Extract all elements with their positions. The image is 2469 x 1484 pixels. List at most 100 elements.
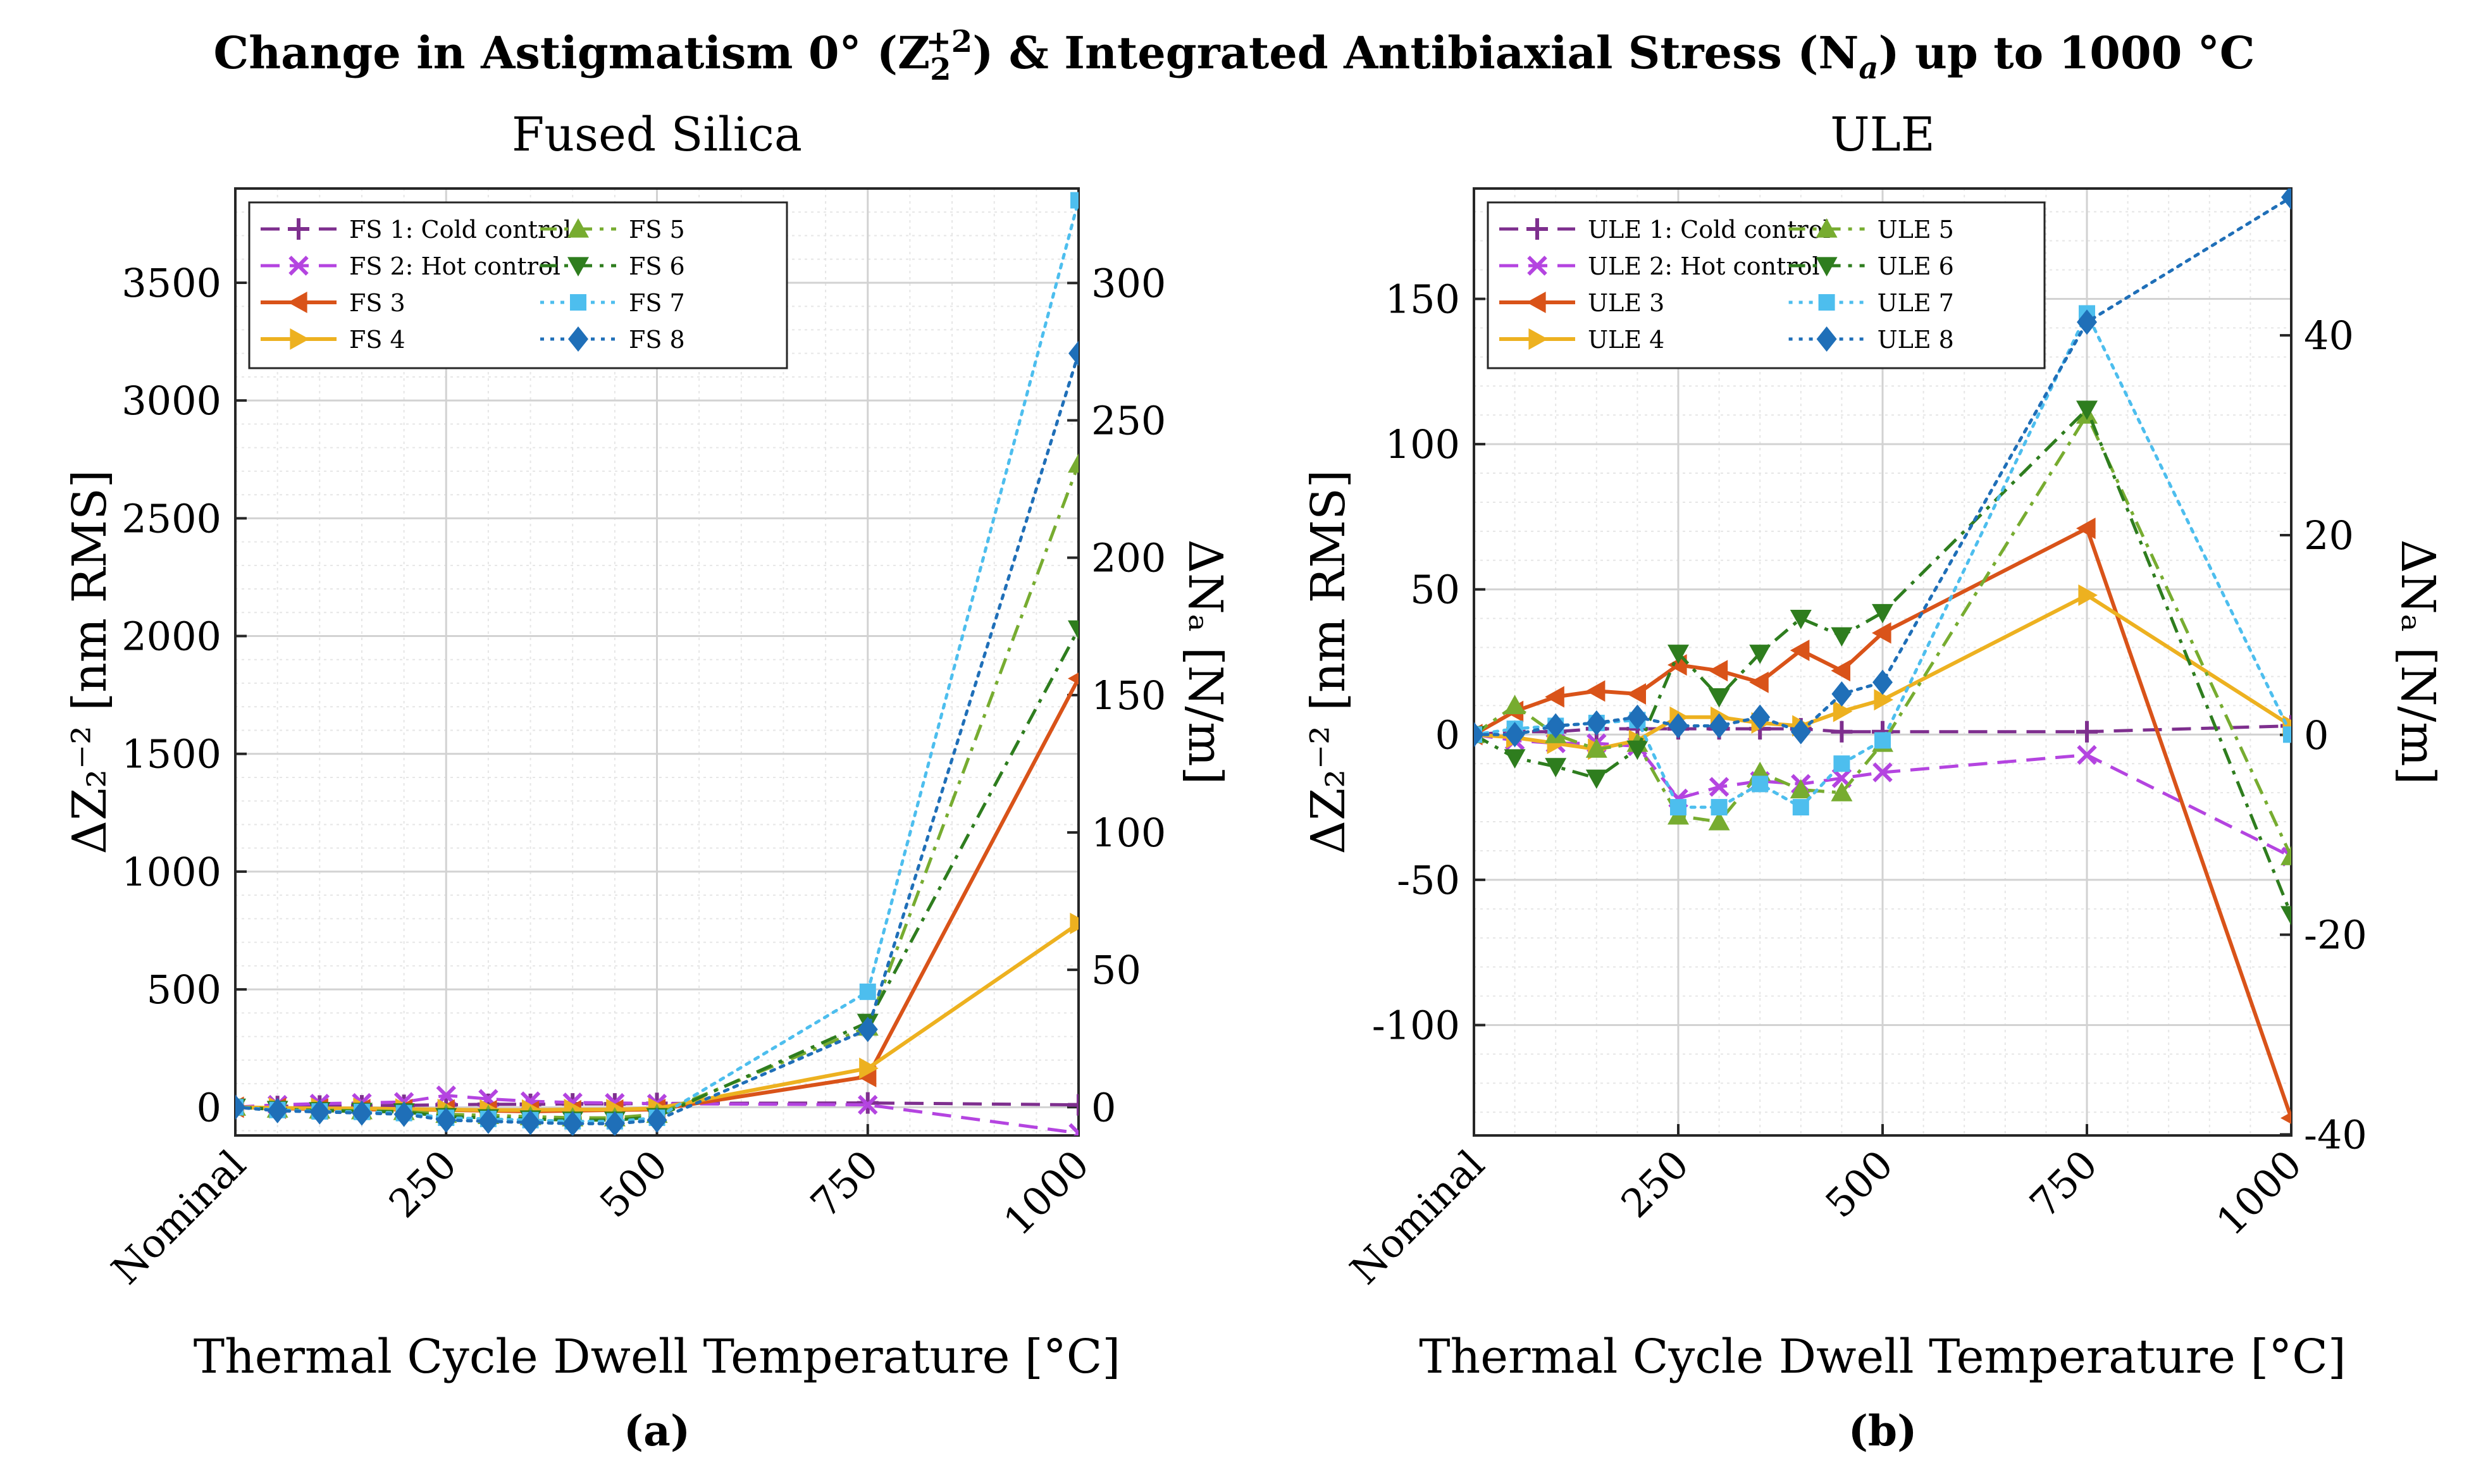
p2-series-ule-6-point [1749,645,1771,664]
p2-ytick-left-label: 100 [1385,421,1460,467]
p2-series-ule-6-point [1831,627,1853,647]
p1-series-fs-3-point [1068,672,1079,685]
p2-legend-entry: ULE 8 [1878,326,1954,354]
p2-series-ule-6-point [2076,400,2098,420]
p2-ytick-right-label: 0 [2304,712,2329,758]
p1-xtick-label: Nominal [102,1141,254,1293]
p2-series-ule-4-point [1833,700,1853,722]
p1-ytick-right-label: 200 [1091,535,1166,581]
p2-legend-marker [1526,292,1546,313]
p2-series-ule-7-point [1670,799,1686,816]
p2-legend-marker [1818,294,1835,311]
p2-legend-entry: ULE 5 [1878,216,1954,244]
p1-legend-marker [290,328,309,350]
p1-ytick-left-label: 3500 [121,260,221,306]
p1-legend-box [248,201,788,369]
p1-ytick-right-label: 50 [1091,947,1141,993]
p1-series-fs-8-point [436,1107,457,1133]
p2-legend-marker [1528,328,1548,350]
p1-ytick-right-label: 0 [1091,1084,1116,1130]
p1-series-fs-2-hot-control-point [858,1094,878,1115]
p1-x-axis-label: Thermal Cycle Dwell Temperature [°C] [194,1330,1121,1384]
p2-series-ule-7-point [1874,732,1891,749]
p2-series-ule-7-point [1752,776,1769,793]
p1-series-fs-8-point [647,1107,667,1133]
p1-legend-marker [288,218,309,240]
p2-series-ule-8-point [1627,704,1648,730]
p1-legend-entry: FS 2: Hot control [349,252,560,280]
p2-legend-entry: ULE 2: Hot control [1588,252,1820,280]
p2-series-ule-3-point [1626,683,1646,705]
p1-ytick-right-label: 300 [1091,260,1166,306]
p2-series-ule-1-cold-control-point [1831,720,1853,743]
p1-series-fs-1-cold-control-point [1068,1094,1079,1116]
p1-legend-marker [570,294,586,311]
p1-ytick-right-label: 100 [1091,810,1166,856]
p1-xtick-label: 250 [380,1141,466,1227]
p1-series-fs-4-point [1070,912,1079,934]
p2-series-ule-8-point [1586,710,1607,736]
p2-series-ule-8-point [1872,669,1893,695]
p2-series-ule-3-point [1831,660,1850,682]
p2-series-ule-8-point [1750,704,1771,730]
p2-series-ule-8-point [1831,681,1852,707]
p2-xtick-label: 500 [1816,1141,1902,1227]
p1-legend-entry: FS 8 [629,326,685,354]
p2-series-ule-3-point [1872,622,1891,644]
p1-ytick-right-label: 150 [1091,672,1166,719]
figure-title: Change in Astigmatism 0° (Z2+2) & Integr… [214,24,2255,87]
p1-y-axis-label-left: ΔZ₂⁻² [nm RMS] [63,469,117,854]
p2-ytick-left-label: 0 [1435,712,1460,758]
p1-series-fs-2-hot-control-point [1068,1123,1079,1135]
p2-legend-marker [1527,256,1547,276]
p2-series-ule-5-point [1708,811,1730,831]
p2-series-ule-3-point [2280,1112,2291,1124]
p2-series-ule-2-hot-control-point [1709,777,1730,797]
p2-series-ule-8-point [1474,722,1484,748]
p1-ytick-left-label: 2000 [121,614,221,660]
p1-panel-title: Fused Silica [512,108,802,162]
panel-fused-silica: 0 500 1000 1500 2000 2500 3000 3500 0 50 100 150 200… [63,108,1232,1456]
p2-legend-entry: ULE 7 [1878,289,1954,317]
p2-ytick-left-label: -50 [1397,857,1460,903]
p2-series-ule-6-point [1790,610,1812,629]
p1-series-fs-4-point [859,1057,879,1079]
p1-series-fs-8-point [393,1101,414,1127]
p1-y-axis-label-right: ΔNₐ [N/m] [1178,540,1232,785]
p2-legend-marker [1816,218,1838,238]
p2-series-ule-5-point [1831,782,1853,801]
p1-legend-entry: FS 4 [349,326,405,354]
p1-ytick-left-label: 1500 [121,731,221,777]
p2-series-ule-3-point [1545,686,1564,708]
p1-series-fs-8-point [857,1017,878,1042]
p1-legend-marker [567,257,589,276]
p2-series-ule-6-point [1708,688,1730,708]
p1-series-fs-8-point [267,1098,288,1123]
p2-series-ule-6-point [1504,749,1526,769]
p2-xtick-label: 1000 [2207,1141,2310,1244]
p1-series-fs-7-point [1070,192,1079,209]
p1-legend-entry: FS 7 [629,289,685,317]
p1-series-fs-8-point [1068,340,1079,366]
p2-series-ule-6-point [1626,740,1649,760]
p2-series-ule-3-point [2076,517,2096,540]
p2-legend-entry: ULE 6 [1878,252,1954,280]
p2-legend-marker [1816,257,1838,276]
p2-x-axis-label: Thermal Cycle Dwell Temperature [°C] [1419,1330,2346,1384]
p2-series-ule-6-point [2280,906,2291,926]
p1-legend-marker [288,256,309,276]
p1-series-group [235,192,1079,1135]
p2-series-ule-1-cold-control-point [2076,720,2098,743]
p2-series-ule-8-point [1668,713,1688,739]
p1-ytick-left-label: 0 [197,1084,221,1130]
p2-series-ule-2-hot-control-point [2077,745,2097,765]
p2-series-ule-8-point [2281,189,2291,210]
p1-series-fs-8-point [235,1094,245,1120]
p2-ytick-left-label: 150 [1385,276,1460,322]
p1-series-fs-8-point [520,1110,541,1135]
p1-series-fs-6-point [1068,620,1079,640]
p2-series-ule-6-point [1545,758,1567,777]
p2-ytick-left-label: 50 [1410,567,1460,613]
